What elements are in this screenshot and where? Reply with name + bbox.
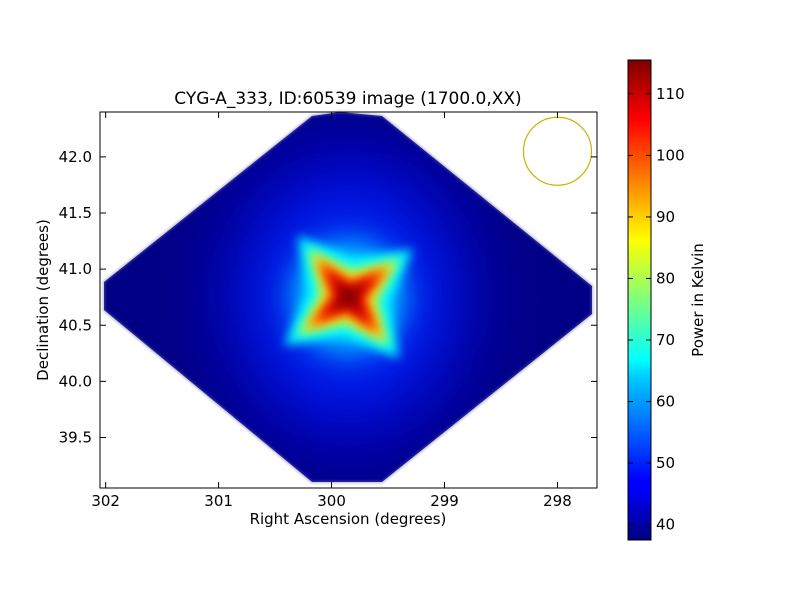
y-tick-label: 42.0 (59, 148, 92, 166)
colorbar-ticks: 40 50 60 70 80 90 100 110 (628, 85, 685, 534)
x-axis-label: Right Ascension (degrees) (250, 510, 447, 528)
y-tick-label: 41.0 (59, 260, 92, 278)
colorbar-tick-label: 60 (656, 393, 675, 411)
colorbar-tick-label: 90 (656, 208, 675, 226)
y-tick-label: 40.0 (59, 372, 92, 390)
colorbar-label: Power in Kelvin (689, 243, 707, 357)
colorbar-tick-label: 100 (656, 146, 685, 164)
y-axis: 39.5 40.0 40.5 41.0 41.5 42.0 (59, 148, 597, 446)
x-tick-label: 301 (204, 492, 233, 510)
colorbar-tick-label: 70 (656, 331, 675, 349)
y-tick-label: 41.5 (59, 204, 92, 222)
x-axis: 302 301 300 299 298 (91, 112, 572, 510)
x-tick-label: 300 (317, 492, 346, 510)
heatmap-core (332, 282, 365, 313)
colorbar-tick-label: 80 (656, 269, 675, 287)
colorbar-tick-label: 110 (656, 85, 685, 103)
axes-frame (99, 111, 598, 489)
y-tick-label: 39.5 (59, 428, 92, 446)
colorbar-tick-label: 50 (656, 454, 675, 472)
chart-title: CYG-A_333, ID:60539 image (1700.0,XX) (174, 89, 521, 109)
x-tick-label: 302 (91, 492, 120, 510)
y-tick-label: 40.5 (59, 316, 92, 334)
x-tick-label: 298 (543, 492, 572, 510)
footprint-edge (103, 110, 593, 483)
colorbar-tick-label: 40 (656, 516, 675, 534)
x-tick-label: 299 (430, 492, 459, 510)
colorbar (627, 59, 652, 541)
y-axis-label: Declination (degrees) (34, 219, 52, 381)
